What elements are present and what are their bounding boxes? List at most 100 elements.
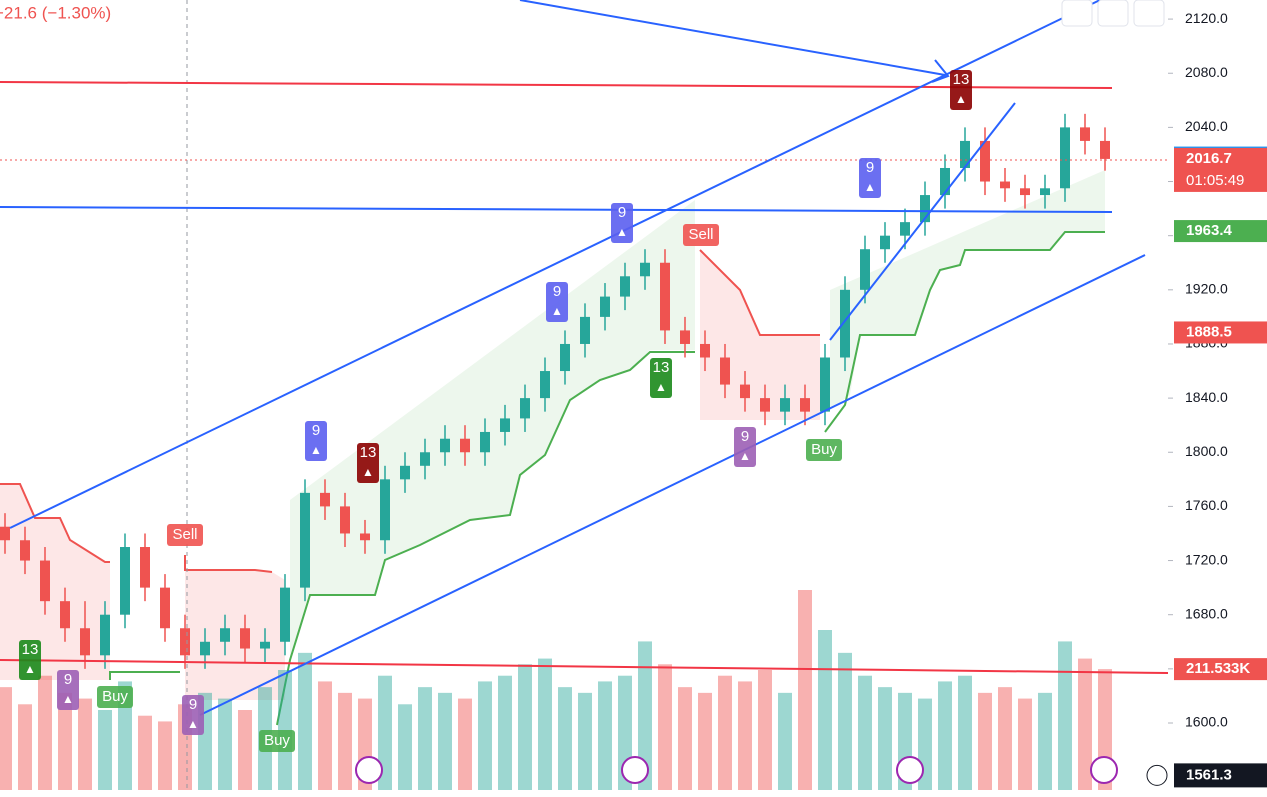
y-tick-label: 1760.0 (1185, 497, 1228, 513)
collapse-button[interactable] (1097, 0, 1129, 27)
candle-body (760, 398, 770, 412)
candle-body (240, 628, 250, 649)
signal-marker (305, 421, 327, 461)
signal-marker (806, 439, 842, 461)
candle-body (660, 262, 670, 331)
candle-body (1040, 188, 1050, 196)
add-button[interactable] (1146, 764, 1168, 786)
horizontal-line (0, 206, 1113, 213)
supertrend-up (824, 231, 1105, 433)
signal-label: 13 (653, 359, 670, 376)
price-change: −21.6 (−1.30%) (0, 3, 111, 22)
signal-marker (97, 686, 133, 708)
volume-bar (758, 670, 772, 790)
y-tick-label: 1840.0 (1185, 389, 1228, 405)
candle-body (280, 587, 290, 642)
candle-body (720, 357, 730, 385)
candle-body (300, 492, 310, 588)
volume-bar (318, 681, 332, 790)
signal-label: 9 (553, 283, 561, 300)
price-marker-label: 1888.5 (1186, 323, 1232, 340)
volume-layer (0, 590, 1112, 790)
volume-marker-label: 211.533K (1186, 660, 1250, 677)
axis-labels: 1600.01640.01680.01720.01760.01800.01840… (1146, 10, 1267, 788)
volume-bar (798, 590, 812, 790)
candle-body (200, 641, 210, 656)
signal-label: Buy (102, 688, 128, 705)
crosshair-label: 1561.3 (1186, 766, 1232, 783)
candle-body (1000, 181, 1010, 189)
signal-marker (611, 203, 633, 243)
channel-lower (199, 254, 1146, 716)
candle-body (780, 398, 790, 412)
signal-label: 13 (360, 444, 377, 461)
price-marker (1174, 147, 1267, 192)
signal-marker (950, 70, 972, 110)
volume-bar (838, 652, 852, 790)
candle-body (380, 479, 390, 541)
signal-arrow: ▲ (616, 225, 628, 239)
y-tick-label: 1800.0 (1185, 443, 1228, 459)
candle-body (60, 601, 70, 629)
signal-arrow: ▲ (187, 717, 199, 731)
candle-body (500, 418, 510, 432)
volume-bar (678, 687, 692, 790)
price-marker (1174, 321, 1267, 344)
supertrend-up (276, 351, 695, 726)
candle-body (540, 371, 550, 399)
support-line (0, 659, 1169, 674)
y-tick-label: 2080.0 (1185, 64, 1228, 80)
signal-arrow: ▲ (310, 443, 322, 457)
candle-body (420, 452, 430, 466)
toolbar (1061, 0, 1165, 27)
candle-body (740, 384, 750, 399)
candle-body (400, 465, 410, 480)
candle-body (1080, 127, 1090, 141)
volume-bar (0, 687, 12, 790)
volume-bar (538, 658, 552, 790)
candle-body (840, 289, 850, 358)
signal-label: 9 (64, 671, 72, 688)
price-marker (1174, 220, 1267, 243)
supertrend-up (109, 671, 180, 680)
event-icon[interactable] (355, 756, 383, 784)
candle-body (180, 628, 190, 656)
volume-bar (218, 698, 232, 790)
candle-body (360, 533, 370, 541)
candle-body (100, 614, 110, 656)
candle-body (920, 195, 930, 223)
signal-label: Buy (811, 441, 837, 458)
volume-bar (1078, 658, 1092, 790)
signal-arrow: ▲ (955, 92, 967, 106)
signal-marker (182, 695, 204, 735)
trend-line (829, 102, 1016, 341)
signal-label: 9 (312, 422, 320, 439)
supertrend-fill (830, 170, 1105, 410)
candle-body (960, 140, 970, 168)
volume-bar (958, 675, 972, 790)
volume-bar (698, 692, 712, 790)
signal-label: Sell (172, 526, 197, 543)
volume-bar (978, 692, 992, 790)
fullscreen-button[interactable] (1133, 0, 1165, 27)
event-icon[interactable] (896, 756, 924, 784)
candle-body (1020, 188, 1030, 196)
volume-bar (578, 692, 592, 790)
volume-bar (938, 681, 952, 790)
scroll-button[interactable] (1061, 0, 1093, 27)
candle-body (40, 560, 50, 602)
candle-body (80, 628, 90, 656)
candle-body (600, 296, 610, 317)
volume-bar (638, 641, 652, 790)
y-tick-label: 1680.0 (1185, 605, 1228, 621)
candle-body (640, 262, 650, 277)
candle-body (1060, 127, 1070, 189)
candle-body (480, 431, 490, 453)
arrow-line (519, 0, 946, 76)
event-icon[interactable] (621, 756, 649, 784)
drawings (0, 0, 1169, 790)
event-icon[interactable] (1090, 756, 1118, 784)
signal-marker (259, 730, 295, 752)
